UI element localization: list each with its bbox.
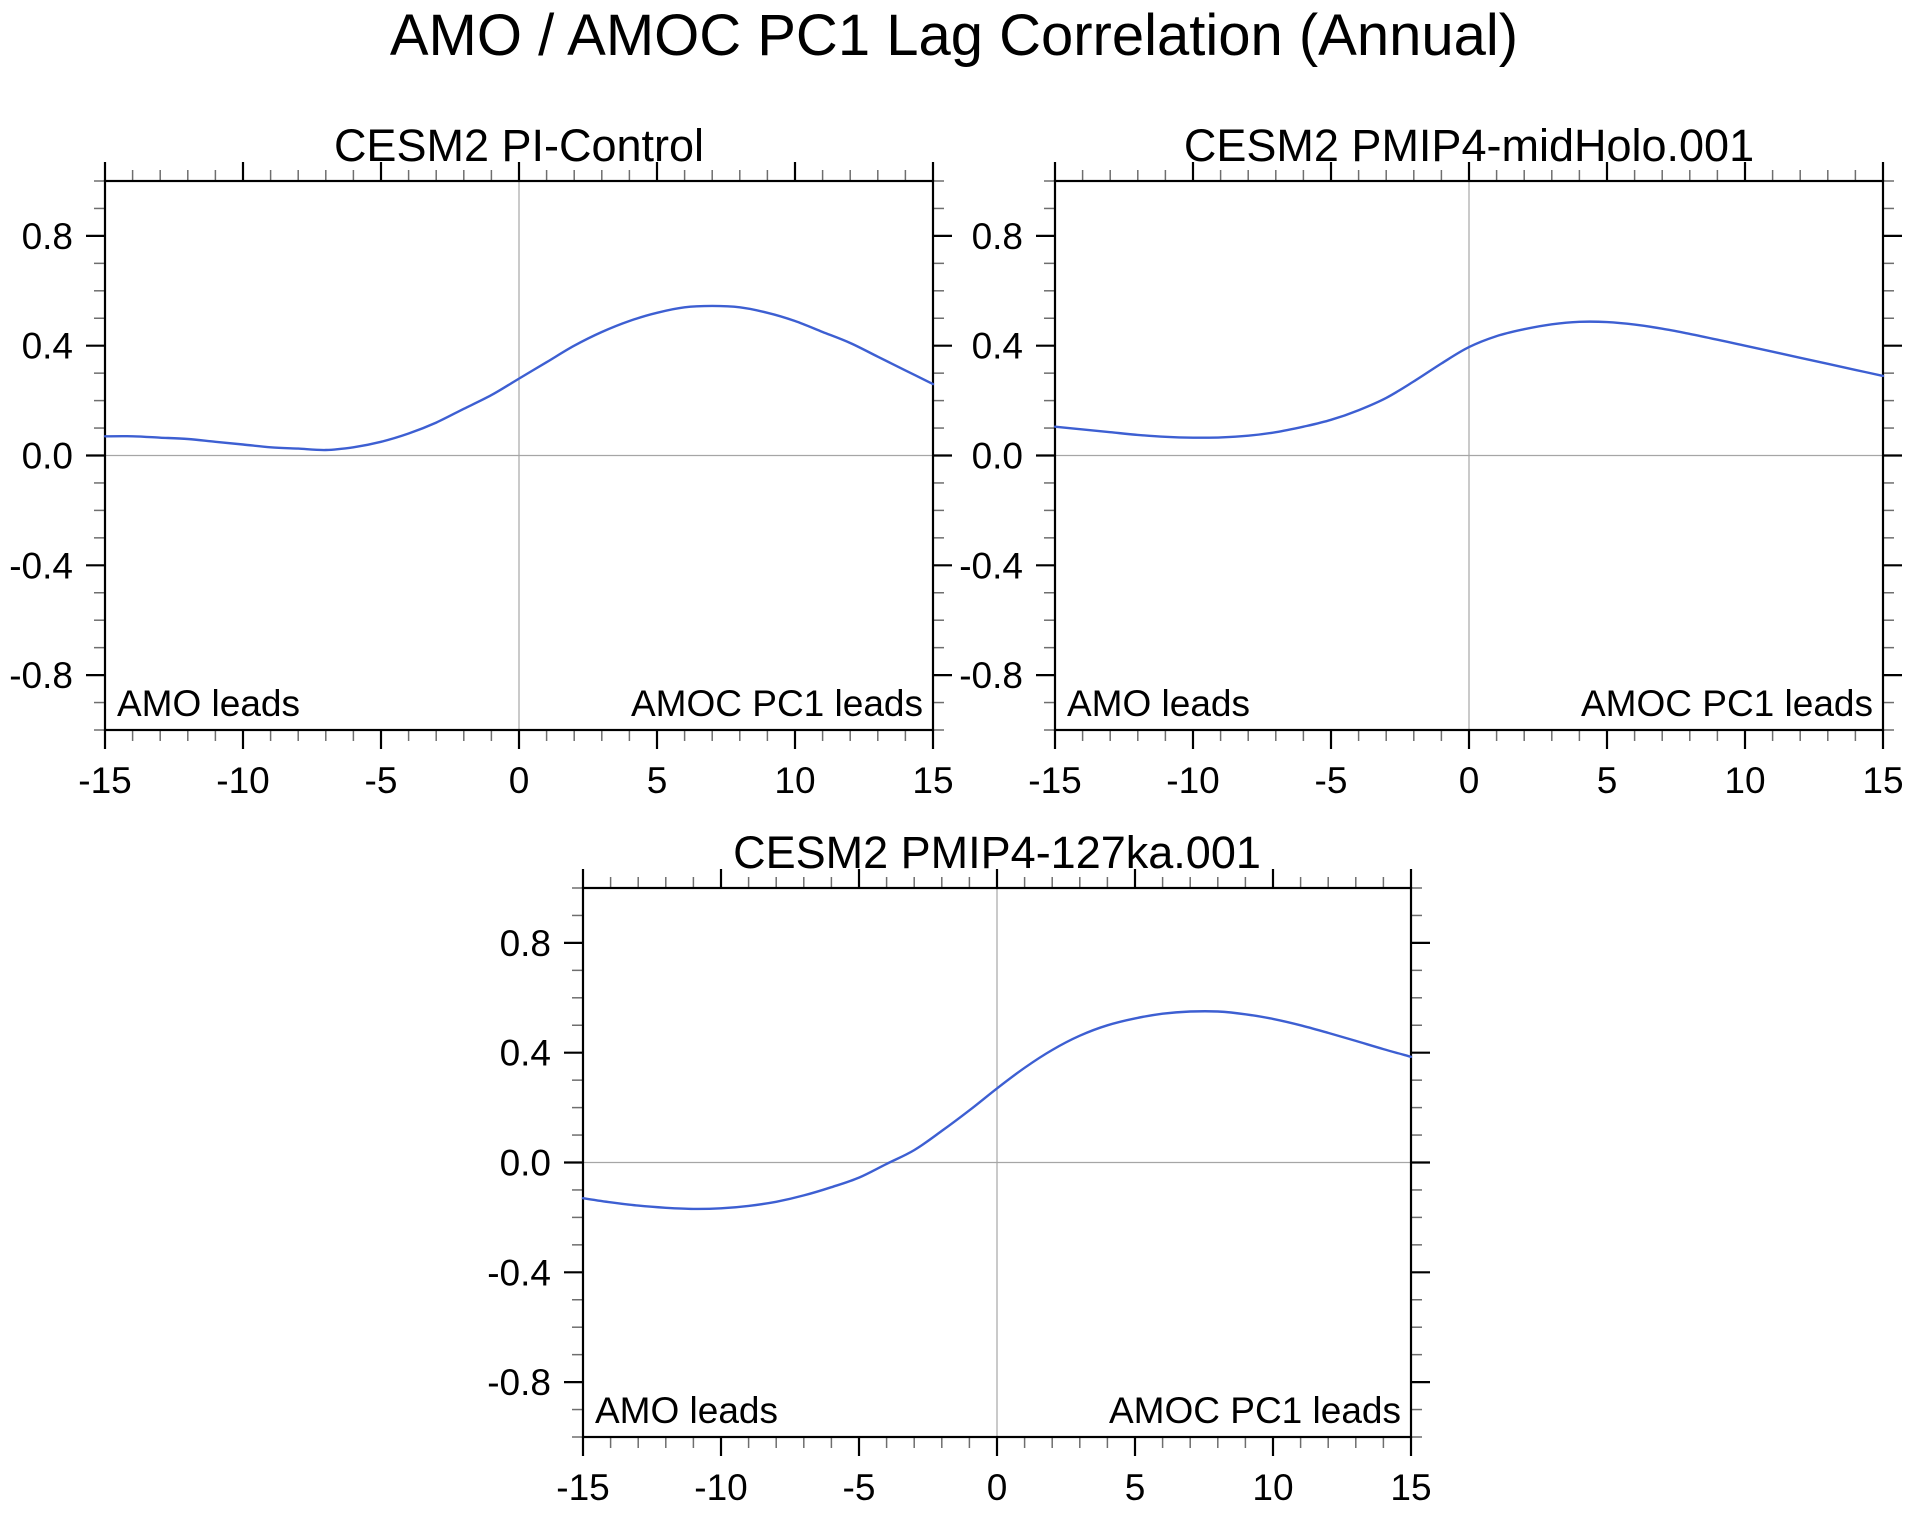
y-tick-label: 0.0 xyxy=(22,436,73,477)
y-tick-label: -0.4 xyxy=(959,545,1023,586)
lag-correlation-chart-pi-control: -0.8 -0.4 0.0 0.4 0.8 -15 -10 -5 0 5 10 15 AMO leads… xyxy=(9,120,953,801)
y-tick-label: 0.8 xyxy=(972,216,1023,257)
amoc-pc1-leads-label: AMOC PC1 leads xyxy=(1109,1390,1401,1431)
x-tick-label: -15 xyxy=(556,1467,609,1508)
amo-leads-label: AMO leads xyxy=(1067,683,1250,724)
chart-panel-midholo: -0.8 -0.4 0.0 0.4 0.8 -15 -10 -5 0 5 10 15 AMO leads… xyxy=(955,105,1908,807)
x-tick-label: -15 xyxy=(1028,760,1081,801)
amo-leads-label: AMO leads xyxy=(595,1390,778,1431)
figure-title: AMO / AMOC PC1 Lag Correlation (Annual) xyxy=(389,3,1519,68)
x-tick-label: -10 xyxy=(1166,760,1219,801)
y-tick-label: 0.8 xyxy=(22,216,73,257)
amoc-pc1-leads-label: AMOC PC1 leads xyxy=(631,683,923,724)
x-tick-label: 10 xyxy=(774,760,815,801)
x-tick-label: 5 xyxy=(1597,760,1618,801)
y-tick-label: 0.4 xyxy=(972,326,1023,367)
panel-title: CESM2 PMIP4-127ka.001 xyxy=(733,827,1261,878)
y-tick-label: 0.4 xyxy=(22,326,73,367)
chart-panel-127ka: -0.8 -0.4 0.0 0.4 0.8 -15 -10 -5 0 5 10 15 AMO leads… xyxy=(483,812,1441,1514)
amoc-pc1-leads-label: AMOC PC1 leads xyxy=(1581,683,1873,724)
y-tick-label: 0.0 xyxy=(972,436,1023,477)
x-tick-label: 5 xyxy=(647,760,668,801)
x-tick-label: 10 xyxy=(1724,760,1765,801)
plot-frame xyxy=(581,886,1413,1439)
y-tick-label: 0.0 xyxy=(500,1143,551,1184)
x-tick-label: 15 xyxy=(912,760,953,801)
panel-title: CESM2 PI-Control xyxy=(334,120,704,171)
panel-title: CESM2 PMIP4-midHolo.001 xyxy=(1184,120,1754,171)
x-tick-label: -5 xyxy=(843,1467,876,1508)
lag-correlation-chart-127ka: -0.8 -0.4 0.0 0.4 0.8 -15 -10 -5 0 5 10 15 AMO leads… xyxy=(487,827,1431,1508)
y-tick-label: -0.4 xyxy=(487,1252,551,1293)
x-tick-label: 15 xyxy=(1390,1467,1431,1508)
chart-panel-pi-control: -0.8 -0.4 0.0 0.4 0.8 -15 -10 -5 0 5 10 15 AMO leads… xyxy=(5,105,963,807)
y-tick-label: -0.8 xyxy=(487,1362,551,1403)
correlation-curve xyxy=(103,304,935,452)
x-tick-label: 0 xyxy=(509,760,530,801)
x-tick-label: 15 xyxy=(1862,760,1903,801)
correlation-curve xyxy=(1053,320,1885,439)
plot-frame xyxy=(103,179,935,732)
plot-frame xyxy=(1053,179,1885,732)
x-tick-label: 5 xyxy=(1125,1467,1146,1508)
x-tick-label: -5 xyxy=(365,760,398,801)
x-tick-label: -10 xyxy=(694,1467,747,1508)
y-tick-label: -0.4 xyxy=(9,545,73,586)
x-tick-label: -10 xyxy=(216,760,269,801)
y-tick-label: -0.8 xyxy=(9,655,73,696)
y-tick-label: -0.8 xyxy=(959,655,1023,696)
amo-leads-label: AMO leads xyxy=(117,683,300,724)
x-tick-label: 0 xyxy=(1459,760,1480,801)
x-tick-label: -15 xyxy=(78,760,131,801)
y-tick-label: 0.8 xyxy=(500,923,551,964)
lag-correlation-chart-midholo: -0.8 -0.4 0.0 0.4 0.8 -15 -10 -5 0 5 10 15 AMO leads… xyxy=(959,120,1903,801)
x-tick-label: 0 xyxy=(987,1467,1008,1508)
x-tick-label: 10 xyxy=(1252,1467,1293,1508)
y-tick-label: 0.4 xyxy=(500,1033,551,1074)
x-tick-label: -5 xyxy=(1315,760,1348,801)
correlation-curve xyxy=(581,1010,1413,1211)
